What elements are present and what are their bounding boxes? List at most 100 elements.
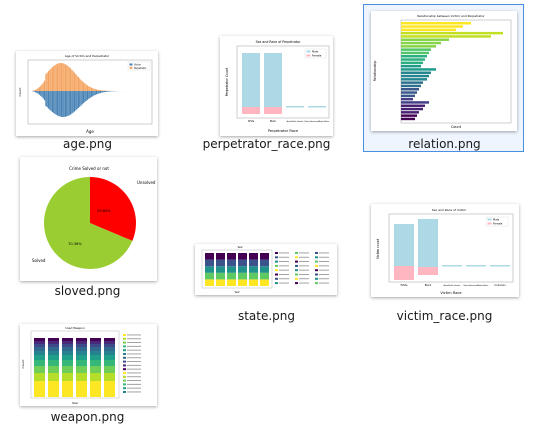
age-bar-down [44, 91, 45, 100]
age-bar-up [36, 89, 37, 91]
age-bar-up [35, 90, 36, 91]
age-bar-down [74, 91, 75, 112]
state-legend-text-line [299, 278, 309, 279]
state-legend-swatch [295, 269, 298, 271]
age-bar-down [108, 91, 109, 92]
age-bar-down [60, 91, 61, 117]
weapon-stack-segment [104, 341, 115, 344]
age-bar-up [71, 70, 72, 91]
state-stack-segment [260, 279, 269, 286]
state-legend-text-line [279, 283, 289, 284]
victim-chart-title: Sex and Race of Victim [432, 208, 467, 212]
weapon-stack-segment [76, 366, 87, 373]
relation-bar [401, 114, 417, 116]
weapon-stack-segment [104, 373, 115, 381]
perp-chart-title: Sex and Race of Perpetrator [256, 40, 302, 44]
relation-xlabel: Count [451, 125, 462, 129]
victim-tick-black: Black [425, 284, 432, 287]
state-legend-text-line [299, 253, 309, 254]
weapon-stack-segment [90, 381, 101, 397]
weapon-legend-swatch [123, 349, 126, 351]
relation-bar [401, 39, 449, 41]
victim-legend-female-swatch [488, 223, 492, 225]
relation-bar [401, 52, 429, 54]
age-bar-up [91, 88, 92, 91]
state-legend-swatch [295, 282, 298, 284]
age-bar-down [34, 91, 35, 92]
age-bar-down [100, 91, 101, 93]
relation-ylabel: Relationship [373, 61, 377, 82]
relation-bar [401, 62, 423, 64]
victim-race-chart: Sex and Race of Victim Male Female White… [371, 204, 519, 297]
weapon-stack-segment [34, 338, 45, 341]
age-chart-title: Age of Victim and Perpetrator [65, 54, 110, 58]
weapon-legend-text-line [127, 365, 141, 366]
age-bar-down [40, 91, 41, 96]
file-name-relation: relation.png [363, 137, 526, 151]
age-bar-down [57, 91, 58, 116]
age-bar-down [84, 91, 85, 102]
weapon-legend-swatch [123, 334, 126, 336]
state-legend-swatch [295, 261, 298, 263]
victim-bar-native-male [466, 265, 486, 267]
weapon-legend-text-line [127, 357, 141, 358]
relation-chart: Relationship between Victim and Perpetra… [371, 11, 517, 131]
weapon-legend-swatch [123, 372, 126, 374]
weapon-stack-segment [34, 373, 45, 381]
age-bar-up [54, 65, 55, 91]
state-stack-segment [205, 279, 214, 286]
age-bar-up [64, 64, 65, 91]
perp-bar-unknown-male [308, 106, 326, 108]
weapon-stack-segment [48, 351, 59, 355]
perp-tick-white: White [248, 120, 255, 123]
victim-tick-asian: Asian/Pacific Islander [444, 284, 461, 287]
weapon-legend-swatch [123, 353, 126, 355]
relation-bar [401, 88, 419, 90]
age-bar-up [44, 81, 45, 91]
state-legend-text-line [299, 257, 309, 258]
age-bar-down [86, 91, 87, 101]
perp-tick-asian: Asian/Pacific Islander [287, 120, 304, 123]
relation-bar [401, 108, 423, 110]
age-bar-down [99, 91, 100, 93]
victim-bar-white-female [394, 266, 414, 280]
age-xlabel: Age [86, 129, 94, 134]
weapon-legend [123, 334, 141, 393]
perp-bar-black-female [264, 107, 282, 114]
perp-legend-female: Female [312, 54, 322, 58]
weapon-legend-text-line [127, 384, 141, 385]
state-legend-text-line [319, 283, 329, 284]
weapon-legend-text-line [127, 361, 141, 362]
weapon-stack-segment [48, 338, 59, 341]
weapon-legend-swatch [123, 364, 126, 366]
state-stack-segment [227, 253, 236, 260]
state-legend-swatch [295, 252, 298, 254]
weapon-legend-text-line [127, 380, 141, 381]
age-bar-up [65, 64, 66, 91]
age-legend-perpetrator: Perpetrator [134, 67, 147, 70]
state-legend-swatch [295, 278, 298, 280]
relation-bar [401, 65, 421, 67]
pie-label-unsolved: Unsolved [137, 180, 156, 185]
state-legend-text-line [299, 265, 309, 266]
pie-pct-solved: 70.36% [68, 242, 82, 246]
weapon-stack-segment [76, 338, 87, 341]
relation-bar [401, 48, 431, 50]
file-name-weapon: weapon.png [6, 410, 169, 424]
perp-ylabel: Perpetrator Count [225, 67, 229, 96]
perp-legend-female-swatch [307, 55, 311, 57]
thumbnail-victim-race-chart: Sex and Race of Victim Male Female White… [371, 204, 519, 297]
state-stack-segment [227, 273, 236, 280]
age-bar-down [103, 91, 104, 92]
age-bar-down [105, 91, 106, 92]
weapon-stack-segment [48, 347, 59, 351]
perp-bar-asian-male [286, 106, 304, 108]
age-bar-up [40, 86, 41, 91]
perp-bar-white-male [242, 53, 260, 107]
weapon-stack-segment [90, 341, 101, 344]
age-bar-down [80, 91, 81, 106]
relation-bar [401, 105, 425, 107]
age-bar-up [48, 71, 49, 91]
age-bar-down [66, 91, 67, 116]
age-bar-up [38, 88, 39, 91]
